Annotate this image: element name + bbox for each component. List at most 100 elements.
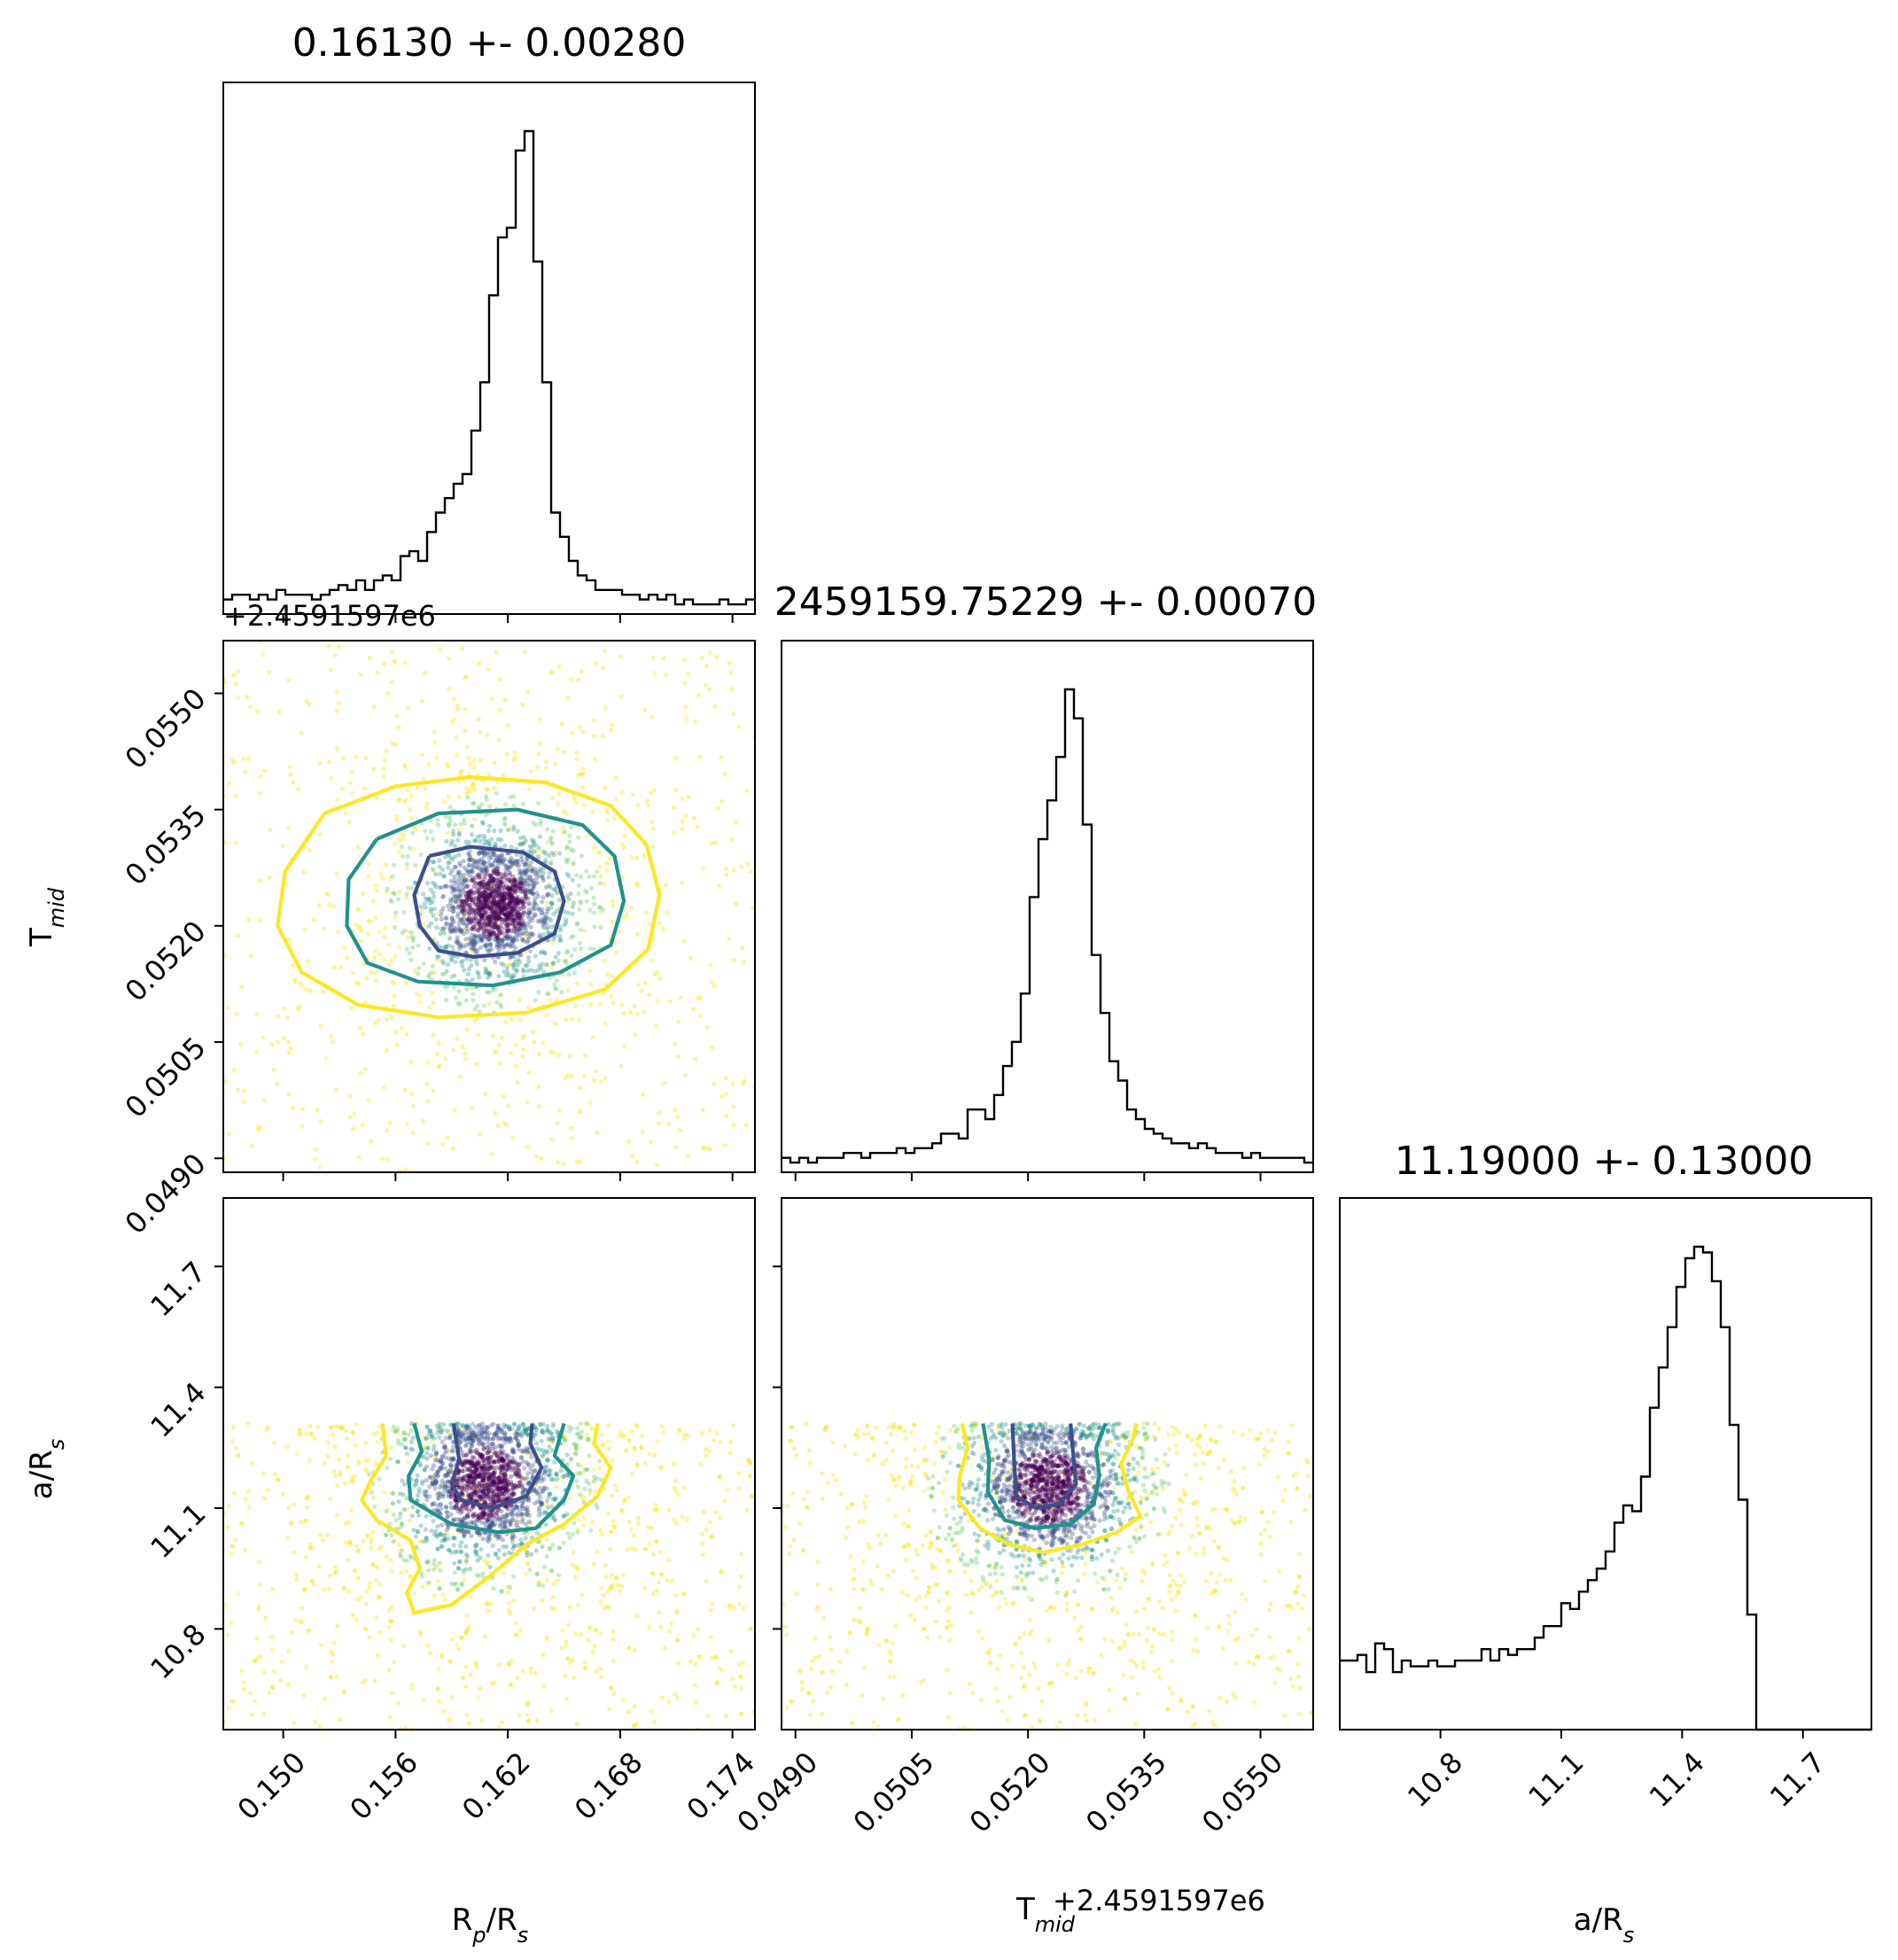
scatter-point [486, 881, 492, 886]
scatter-point [511, 914, 517, 919]
scatter-point [481, 905, 486, 911]
scatter-point [432, 882, 438, 887]
scatter-point [476, 716, 481, 722]
scatter-point [500, 879, 505, 884]
scatter-point [432, 869, 437, 875]
scatter-point [439, 1141, 446, 1147]
scatter-point [257, 1559, 262, 1565]
scatter-point [521, 920, 527, 926]
scatter-point [435, 1546, 440, 1552]
scatter-point [481, 932, 486, 937]
scatter-point [504, 914, 510, 920]
scatter-point [507, 827, 512, 832]
scatter-point [424, 1435, 429, 1441]
scatter-point [502, 903, 508, 908]
scatter-point [647, 1541, 652, 1546]
scatter-point [314, 1147, 319, 1152]
scatter-point [428, 900, 433, 906]
scatter-point [564, 1639, 569, 1645]
scatter-point [498, 907, 503, 913]
scatter-point [456, 1646, 462, 1652]
scatter-point [438, 1567, 443, 1573]
scatter-point [483, 918, 489, 923]
scatter-point [510, 917, 516, 923]
scatter-point [549, 893, 555, 898]
scatter-point [435, 1524, 440, 1529]
scatter-point [466, 862, 471, 867]
scatter-point [258, 918, 263, 923]
scatter-point [621, 1433, 626, 1438]
scatter-point [720, 1668, 725, 1673]
scatter-point [555, 890, 560, 895]
scatter-point [462, 901, 467, 906]
scatter-point [748, 1626, 754, 1631]
scatter-point [332, 1565, 338, 1570]
scatter-point [603, 860, 609, 866]
scatter-point [529, 837, 535, 843]
scatter-point [457, 860, 463, 866]
scatter-point [591, 874, 597, 879]
scatter-point [362, 786, 367, 791]
scatter-point [508, 906, 513, 911]
scatter-point [536, 751, 541, 757]
scatter-point [483, 813, 488, 818]
scatter-point [487, 1564, 493, 1570]
scatter-point [439, 913, 444, 918]
scatter-point [549, 924, 555, 929]
scatter-point [521, 883, 526, 890]
scatter-point [633, 1648, 638, 1653]
scatter-point [513, 883, 518, 889]
scatter-point [509, 879, 514, 884]
scatter-point [515, 1439, 521, 1444]
scatter-point [419, 908, 424, 914]
scatter-point [488, 874, 494, 879]
scatter-point [494, 866, 500, 871]
scatter-point [495, 1123, 501, 1129]
scatter-point [280, 844, 285, 849]
scatter-point [510, 937, 516, 943]
scatter-point [498, 828, 503, 834]
scatter-point [619, 789, 625, 796]
scatter-point [390, 1501, 396, 1506]
scatter-point [457, 863, 463, 868]
scatter-point [424, 881, 431, 886]
scatter-point [397, 889, 402, 894]
scatter-point [494, 933, 500, 938]
scatter-point [495, 937, 502, 943]
scatter-point [377, 929, 383, 934]
scatter-point [658, 1550, 664, 1555]
scatter-point [494, 869, 500, 875]
scatter-point [651, 788, 657, 793]
scatter-point [469, 888, 474, 893]
scatter-point [494, 780, 501, 785]
scatter-point [470, 977, 475, 983]
scatter-point [581, 928, 587, 933]
scatter-point [497, 1662, 502, 1668]
scatter-point [436, 953, 441, 959]
scatter-point [723, 866, 728, 871]
scatter-point [401, 832, 407, 837]
scatter-point [464, 791, 470, 797]
scatter-point [462, 1438, 467, 1443]
scatter-point [533, 913, 538, 918]
scatter-point [495, 866, 501, 872]
scatter-point [338, 965, 344, 970]
scatter-point [433, 1479, 439, 1484]
scatter-point [499, 920, 505, 925]
scatter-point [425, 1567, 432, 1573]
scatter-point [424, 1464, 430, 1469]
scatter-point [440, 894, 446, 899]
scatter-point [591, 895, 596, 900]
scatter-point [599, 1532, 605, 1537]
scatter-point [458, 906, 463, 912]
scatter-point [528, 889, 533, 894]
scatter-point [428, 1453, 433, 1458]
scatter-point [509, 914, 514, 919]
scatter-point [533, 953, 539, 959]
scatter-point [452, 844, 458, 849]
scatter-point [441, 1445, 447, 1451]
scatter-point [447, 819, 453, 824]
scatter-point [517, 960, 523, 965]
scatter-point [372, 1504, 377, 1509]
scatter-point [545, 1458, 550, 1463]
